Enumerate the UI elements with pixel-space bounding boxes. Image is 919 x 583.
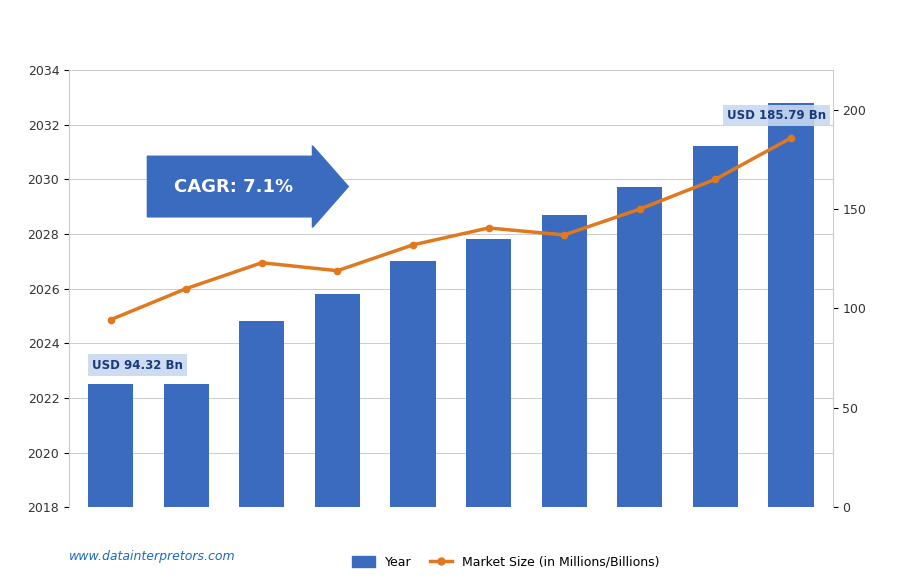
Text: CAGR: 7.1%: CAGR: 7.1% [174,178,293,195]
Legend: Year, Market Size (in Millions/Billions): Year, Market Size (in Millions/Billions) [346,551,664,574]
Bar [164,384,209,507]
Bar [767,103,812,507]
Bar [390,261,436,507]
Bar [239,321,284,507]
Bar [692,146,737,507]
Text: www.datainterpretors.com: www.datainterpretors.com [69,550,235,563]
Text: USD 94.32 Bn: USD 94.32 Bn [92,359,182,371]
FancyArrow shape [147,146,348,227]
Text: USD 185.79 Bn: USD 185.79 Bn [726,109,825,122]
Bar [541,215,586,507]
Bar [465,240,511,507]
Text: Trail Camera Market Size Analysis (2024-2033): Trail Camera Market Size Analysis (2024-… [149,19,770,43]
Bar [617,188,662,507]
Bar [88,384,133,507]
Bar [314,294,359,507]
